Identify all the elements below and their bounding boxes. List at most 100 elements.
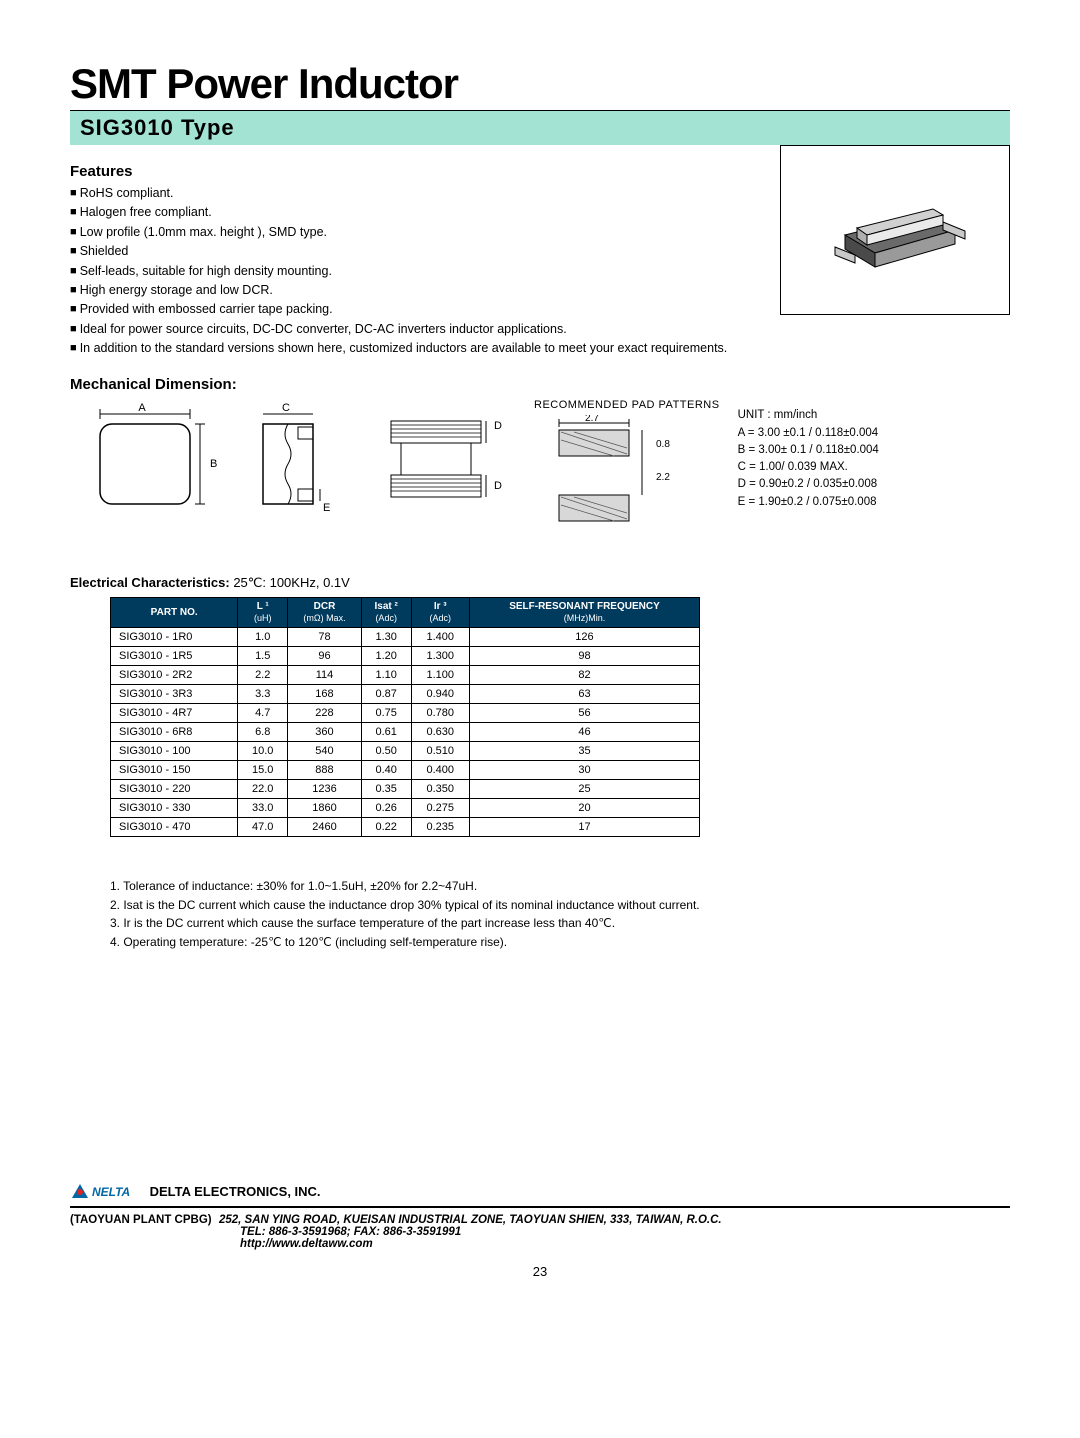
table-cell: 0.87 — [361, 685, 411, 704]
table-cell: 1.400 — [411, 628, 469, 647]
pad-drawing: 2.7 0.8 2.2 — [534, 415, 674, 545]
footer-addr3: http://www.deltaww.com — [240, 1238, 1010, 1250]
table-row: SIG3010 - 22022.012360.350.35025 — [111, 780, 700, 799]
feature-item: Shielded — [70, 242, 760, 261]
table-cell: 82 — [469, 666, 699, 685]
feature-item: Self-leads, suitable for high density mo… — [70, 262, 760, 281]
table-cell: 98 — [469, 647, 699, 666]
features-heading: Features — [70, 163, 760, 180]
table-cell: SIG3010 - 1R5 — [111, 647, 238, 666]
feature-item: Ideal for power source circuits, DC-DC c… — [70, 320, 760, 339]
table-cell: 0.510 — [411, 742, 469, 761]
table-cell: 17 — [469, 818, 699, 837]
table-cell: 0.50 — [361, 742, 411, 761]
svg-text:D: D — [494, 480, 502, 492]
features-list: RoHS compliant.Halogen free compliant.Lo… — [70, 184, 760, 358]
table-header: PART NO. — [111, 598, 238, 628]
table-cell: 1.30 — [361, 628, 411, 647]
table-cell: SIG3010 - 4R7 — [111, 704, 238, 723]
table-cell: 96 — [288, 647, 362, 666]
table-cell: 25 — [469, 780, 699, 799]
feature-item: High energy storage and low DCR. — [70, 281, 760, 300]
table-cell: 2.2 — [238, 666, 288, 685]
mech-drawing-1: A B — [70, 399, 220, 524]
table-cell: 4.7 — [238, 704, 288, 723]
table-header: DCR(mΩ) Max. — [288, 598, 362, 628]
feature-item: Provided with embossed carrier tape pack… — [70, 300, 760, 319]
pad-pattern-block: RECOMMENDED PAD PATTERNS 2.7 0.8 2.2 — [534, 399, 720, 550]
table-cell: SIG3010 - 2R2 — [111, 666, 238, 685]
svg-text:C: C — [282, 402, 290, 414]
subtitle-band: SIG3010 Type — [70, 111, 1010, 145]
table-cell: 1.10 — [361, 666, 411, 685]
note-line: 2. Isat is the DC current which cause th… — [110, 896, 1010, 915]
table-cell: 33.0 — [238, 799, 288, 818]
table-cell: 15.0 — [238, 761, 288, 780]
page-footer: NELTA DELTA ELECTRONICS, INC. (TAOYUAN P… — [70, 1182, 1010, 1279]
table-cell: SIG3010 - 6R8 — [111, 723, 238, 742]
dim-d: D = 0.90±0.2 / 0.035±0.008 — [738, 476, 879, 493]
product-image-box — [780, 145, 1010, 315]
table-cell: SIG3010 - 150 — [111, 761, 238, 780]
table-cell: 126 — [469, 628, 699, 647]
table-cell: 0.940 — [411, 685, 469, 704]
note-line: 3. Ir is the DC current which cause the … — [110, 914, 1010, 933]
table-cell: 0.35 — [361, 780, 411, 799]
table-cell: 63 — [469, 685, 699, 704]
table-cell: 1.100 — [411, 666, 469, 685]
table-cell: 2460 — [288, 818, 362, 837]
table-row: SIG3010 - 1R51.5961.201.30098 — [111, 647, 700, 666]
echar-cond: 25℃: 100KHz, 0.1V — [230, 575, 350, 590]
table-cell: 20 — [469, 799, 699, 818]
table-cell: 0.75 — [361, 704, 411, 723]
dim-e: E = 1.90±0.2 / 0.075±0.008 — [738, 494, 879, 511]
svg-text:2.7: 2.7 — [585, 415, 599, 424]
table-cell: 540 — [288, 742, 362, 761]
table-cell: SIG3010 - 330 — [111, 799, 238, 818]
note-line: 1. Tolerance of inductance: ±30% for 1.0… — [110, 877, 1010, 896]
table-cell: 0.22 — [361, 818, 411, 837]
table-cell: 1.20 — [361, 647, 411, 666]
table-cell: SIG3010 - 1R0 — [111, 628, 238, 647]
table-cell: 114 — [288, 666, 362, 685]
mech-drawing-3: D D — [366, 399, 516, 524]
footer-company: DELTA ELECTRONICS, INC. — [150, 1183, 321, 1198]
table-cell: 3.3 — [238, 685, 288, 704]
table-cell: SIG3010 - 3R3 — [111, 685, 238, 704]
svg-text:0.8: 0.8 — [656, 439, 670, 450]
table-cell: 47.0 — [238, 818, 288, 837]
table-cell: SIG3010 - 470 — [111, 818, 238, 837]
table-cell: 22.0 — [238, 780, 288, 799]
dim-b: B = 3.00± 0.1 / 0.118±0.004 — [738, 442, 879, 459]
table-cell: SIG3010 - 100 — [111, 742, 238, 761]
inductor-icon — [815, 175, 975, 285]
table-cell: 0.275 — [411, 799, 469, 818]
table-cell: 0.235 — [411, 818, 469, 837]
electrical-table: PART NO.L ¹(uH)DCR(mΩ) Max.Isat ²(Adc)Ir… — [110, 597, 700, 837]
table-cell: 1.300 — [411, 647, 469, 666]
notes-block: 1. Tolerance of inductance: ±30% for 1.0… — [110, 877, 1010, 951]
table-cell: 0.61 — [361, 723, 411, 742]
dim-c: C = 1.00/ 0.039 MAX. — [738, 459, 879, 476]
footer-addr1: 252, SAN YING ROAD, KUEISAN INDUSTRIAL Z… — [219, 1214, 722, 1226]
table-row: SIG3010 - 33033.018600.260.27520 — [111, 799, 700, 818]
table-cell: 0.40 — [361, 761, 411, 780]
pad-title: RECOMMENDED PAD PATTERNS — [534, 399, 720, 411]
table-cell: 56 — [469, 704, 699, 723]
svg-text:E: E — [323, 502, 330, 514]
table-cell: 168 — [288, 685, 362, 704]
table-cell: 0.630 — [411, 723, 469, 742]
table-row: SIG3010 - 47047.024600.220.23517 — [111, 818, 700, 837]
table-cell: 46 — [469, 723, 699, 742]
table-header: L ¹(uH) — [238, 598, 288, 628]
table-row: SIG3010 - 2R22.21141.101.10082 — [111, 666, 700, 685]
table-cell: 1.0 — [238, 628, 288, 647]
note-line: 4. Operating temperature: -25℃ to 120℃ (… — [110, 933, 1010, 952]
table-cell: 1.5 — [238, 647, 288, 666]
dim-unit: UNIT : mm/inch — [738, 407, 879, 424]
table-row: SIG3010 - 10010.05400.500.51035 — [111, 742, 700, 761]
table-cell: 0.400 — [411, 761, 469, 780]
echar-heading: Electrical Characteristics: 25℃: 100KHz,… — [70, 574, 1010, 591]
table-cell: 35 — [469, 742, 699, 761]
footer-plant: (TAOYUAN PLANT CPBG) — [70, 1214, 212, 1226]
